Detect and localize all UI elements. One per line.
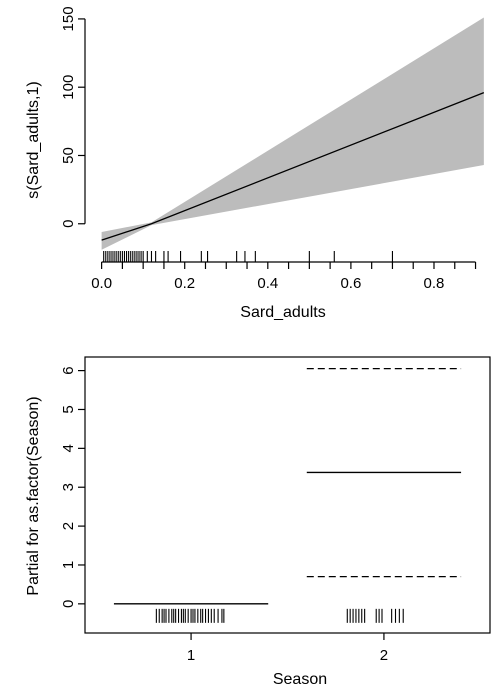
x-tick-label: 0.0 [91,275,112,292]
confidence-band [101,17,484,250]
y-axis: 0 50 100 150 [60,6,86,228]
y-tick-label: 50 [60,147,77,164]
y-tick-label: 150 [60,6,77,31]
rug-marks [155,608,404,623]
smooth-fit-line [101,92,485,241]
y-tick-label: 2 [60,522,77,530]
y-tick-label: 1 [60,561,77,569]
x-tick-label: 0.8 [424,275,445,292]
x-tick-label: 0.4 [257,275,278,292]
y-tick-label: 0 [60,220,77,228]
plot-frame [84,356,491,634]
x-axis-title: Sard_adults [240,304,325,321]
y-axis-title: Partial for as.factor(Season) [25,396,42,595]
x-axis: 0.0 0.2 0.4 0.6 0.8 [91,261,477,292]
y-tick-label: 100 [60,75,77,100]
x-tick-label: 1 [187,647,195,664]
x-tick-label: 0.2 [174,275,195,292]
y-tick-label: 5 [60,405,77,413]
y-tick-label: 3 [60,483,77,491]
y-tick-label: 0 [60,600,77,608]
x-tick-label: 0.6 [340,275,361,292]
smooth-term-panel: 0.0 0.2 0.4 0.6 0.8 0 50 100 150 Sard_adults s(… [25,6,485,321]
level-effects [113,368,462,605]
x-axis-title: Season [273,671,327,688]
y-tick-label: 6 [60,366,77,374]
rug-marks [103,251,393,262]
y-axis-title: s(Sard_adults,1) [25,81,42,198]
y-axis: 0 1 2 3 4 5 6 [60,366,85,608]
x-tick-label: 2 [380,647,388,664]
y-tick-label: 4 [60,444,77,452]
